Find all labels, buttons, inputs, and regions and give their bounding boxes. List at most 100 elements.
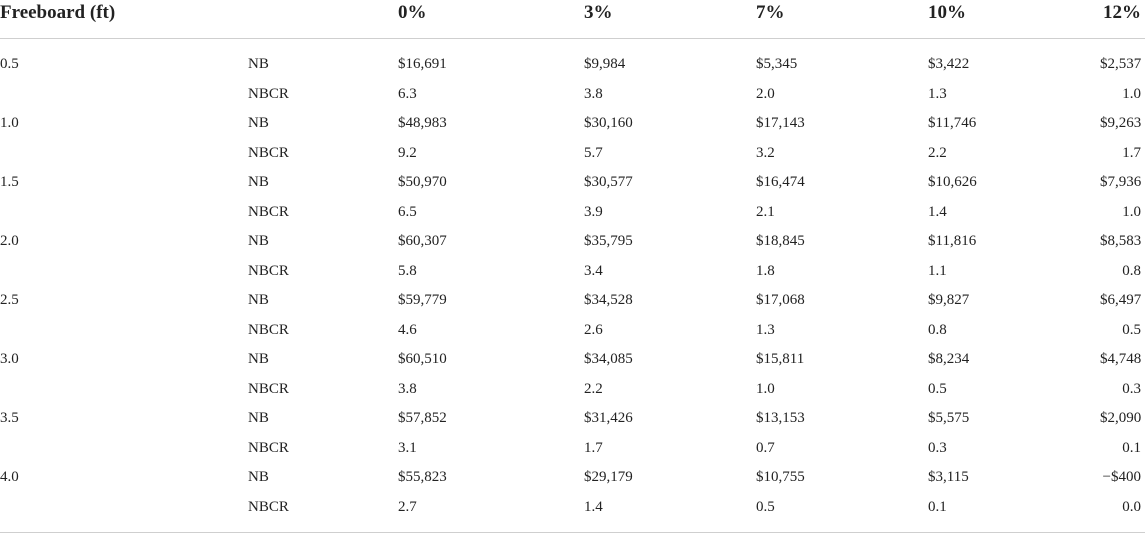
value-cell: $9,263 xyxy=(1100,115,1142,132)
value-cell: $7,936 xyxy=(1100,174,1142,191)
freeboard-cell: 2.5 xyxy=(0,292,19,309)
header-rate-0: 0% xyxy=(398,0,584,39)
metric-cell: NBCR xyxy=(248,498,289,515)
value-cell: 0.3 xyxy=(1122,380,1141,397)
value-cell: $16,691 xyxy=(398,56,447,73)
value-cell: 1.3 xyxy=(756,321,775,338)
metric-cell: NBCR xyxy=(248,144,289,161)
table-row: NBCR 4.6 2.6 1.3 0.8 0.5 xyxy=(0,316,1145,346)
value-cell: $16,474 xyxy=(756,174,805,191)
value-cell: $2,537 xyxy=(1100,56,1142,73)
value-cell: $5,575 xyxy=(928,410,970,427)
header-rate-3: 10% xyxy=(928,0,1100,39)
value-cell: −$400 xyxy=(1102,469,1141,486)
value-cell: 0.5 xyxy=(756,498,775,515)
value-cell: 0.7 xyxy=(756,439,775,456)
value-cell: $13,153 xyxy=(756,410,805,427)
value-cell: 1.0 xyxy=(1122,85,1141,102)
value-cell: 2.6 xyxy=(584,321,603,338)
value-cell: 3.1 xyxy=(398,439,417,456)
table-body: 0.5 NB $16,691 $9,984 $5,345 $3,422 $2,537 NBCR… xyxy=(0,50,1145,534)
metric-cell: NB xyxy=(248,115,269,132)
freeboard-cell xyxy=(0,139,248,169)
metric-cell: NB xyxy=(248,469,269,486)
value-cell: $9,984 xyxy=(584,56,626,73)
value-cell: $18,845 xyxy=(756,233,805,250)
value-cell: $31,426 xyxy=(584,410,633,427)
value-cell: $10,626 xyxy=(928,174,977,191)
freeboard-cell: 0.5 xyxy=(0,56,19,73)
value-cell: $29,179 xyxy=(584,469,633,486)
value-cell: 3.4 xyxy=(584,262,603,279)
value-cell: 2.2 xyxy=(928,144,947,161)
freeboard-cell: 3.5 xyxy=(0,410,19,427)
value-cell: $59,779 xyxy=(398,292,447,309)
table-row: NBCR 3.8 2.2 1.0 0.5 0.3 xyxy=(0,375,1145,405)
value-cell: 5.7 xyxy=(584,144,603,161)
freeboard-cell xyxy=(0,375,248,405)
table-row: 3.0 NB $60,510 $34,085 $15,811 $8,234 $4,748 xyxy=(0,345,1145,375)
value-cell: $11,816 xyxy=(928,233,977,250)
value-cell: $8,583 xyxy=(1100,233,1142,250)
value-cell: $11,746 xyxy=(928,115,977,132)
metric-cell: NBCR xyxy=(248,439,289,456)
header-rate-2: 7% xyxy=(756,0,928,39)
value-cell: 0.5 xyxy=(928,380,947,397)
freeboard-cell xyxy=(0,316,248,346)
metric-cell: NB xyxy=(248,174,269,191)
table-row: 1.0 NB $48,983 $30,160 $17,143 $11,746 $9,263 xyxy=(0,109,1145,139)
metric-cell: NBCR xyxy=(248,321,289,338)
value-cell: $17,143 xyxy=(756,115,805,132)
value-cell: 0.1 xyxy=(928,498,947,515)
freeboard-cell: 1.0 xyxy=(0,115,19,132)
table-header: Freeboard (ft) 0% 3% 7% 10% 12% xyxy=(0,0,1145,50)
header-row: Freeboard (ft) 0% 3% 7% 10% 12% xyxy=(0,0,1145,39)
value-cell: $2,090 xyxy=(1100,410,1142,427)
metric-cell: NB xyxy=(248,351,269,368)
value-cell: 1.1 xyxy=(928,262,947,279)
header-rate-1: 3% xyxy=(584,0,756,39)
value-cell: 6.5 xyxy=(398,203,417,220)
value-cell: $3,115 xyxy=(928,469,969,486)
value-cell: $30,160 xyxy=(584,115,633,132)
value-cell: $55,823 xyxy=(398,469,447,486)
value-cell: $10,755 xyxy=(756,469,805,486)
metric-cell: NBCR xyxy=(248,262,289,279)
value-cell: 0.5 xyxy=(1122,321,1141,338)
value-cell: $60,510 xyxy=(398,351,447,368)
freeboard-cell xyxy=(0,80,248,110)
freeboard-cell: 1.5 xyxy=(0,174,19,191)
value-cell: $57,852 xyxy=(398,410,447,427)
header-metric xyxy=(248,0,398,39)
value-cell: 1.0 xyxy=(756,380,775,397)
table-row: 3.5 NB $57,852 $31,426 $13,153 $5,575 $2,090 xyxy=(0,404,1145,434)
value-cell: 3.9 xyxy=(584,203,603,220)
table-row: NBCR 6.3 3.8 2.0 1.3 1.0 xyxy=(0,80,1145,110)
value-cell: $15,811 xyxy=(756,351,805,368)
value-cell: $17,068 xyxy=(756,292,805,309)
value-cell: 1.3 xyxy=(928,85,947,102)
value-cell: $35,795 xyxy=(584,233,633,250)
metric-cell: NB xyxy=(248,410,269,427)
table-row: 2.5 NB $59,779 $34,528 $17,068 $9,827 $6,497 xyxy=(0,286,1145,316)
value-cell: 0.0 xyxy=(1122,498,1141,515)
value-cell: $6,497 xyxy=(1100,292,1142,309)
freeboard-cell: 4.0 xyxy=(0,469,19,486)
value-cell: 1.4 xyxy=(584,498,603,515)
value-cell: $34,528 xyxy=(584,292,633,309)
value-cell: 4.6 xyxy=(398,321,417,338)
value-cell: 1.7 xyxy=(584,439,603,456)
freeboard-cell xyxy=(0,257,248,287)
bottom-rule xyxy=(0,532,1145,533)
value-cell: 2.0 xyxy=(756,85,775,102)
value-cell: 3.8 xyxy=(584,85,603,102)
value-cell: $3,422 xyxy=(928,56,970,73)
metric-cell: NB xyxy=(248,233,269,250)
value-cell: 6.3 xyxy=(398,85,417,102)
value-cell: $4,748 xyxy=(1100,351,1142,368)
value-cell: 5.8 xyxy=(398,262,417,279)
value-cell: 0.3 xyxy=(928,439,947,456)
value-cell: $8,234 xyxy=(928,351,970,368)
value-cell: $34,085 xyxy=(584,351,633,368)
